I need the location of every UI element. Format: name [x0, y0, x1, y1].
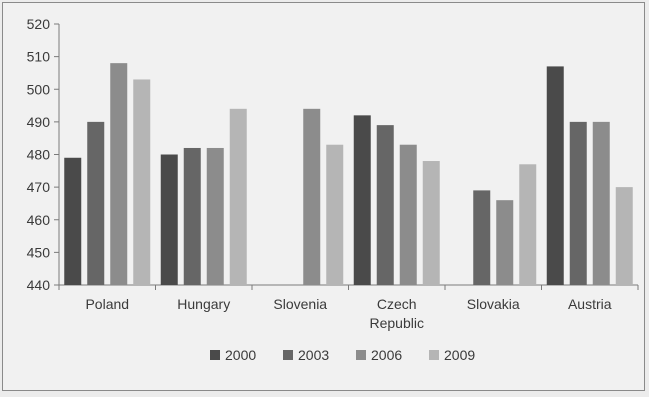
bar-2009 [229, 108, 247, 285]
y-tick-label: 450 [27, 244, 51, 260]
bars [64, 63, 633, 286]
y-tick-label: 510 [27, 49, 51, 65]
y-tick-label: 490 [27, 114, 51, 130]
x-category-label: Slovenia [273, 296, 327, 312]
x-category-label: Poland [85, 296, 129, 312]
bar-2003 [473, 190, 491, 285]
bar-2006 [110, 63, 128, 286]
x-category-label: Hungary [177, 296, 230, 312]
x-category-label: Austria [568, 296, 612, 312]
bar-2006 [592, 121, 610, 285]
bar-2009 [519, 164, 537, 285]
legend-swatch [356, 350, 366, 360]
bar-2009 [422, 161, 440, 285]
legend-label: 2003 [298, 347, 329, 363]
bar-2009 [326, 144, 344, 285]
x-category-label: Slovakia [467, 296, 520, 312]
legend: 2000 2003 2006 2009 [210, 347, 475, 363]
chart-frame: 440 450 460 470 480 490 500 510 520 Poland Hungar… [2, 2, 645, 391]
bar-2006 [303, 108, 321, 285]
legend-label: 2000 [225, 347, 256, 363]
bar-2003 [376, 125, 394, 285]
bar-2000 [353, 115, 371, 285]
bar-2009 [615, 187, 633, 285]
y-axis: 440 450 460 470 480 490 500 510 520 [27, 16, 60, 293]
bar-2003 [183, 147, 201, 285]
legend-label: 2009 [444, 347, 475, 363]
legend-swatch [283, 350, 293, 360]
bar-2006 [496, 200, 514, 285]
y-tick-label: 470 [27, 179, 51, 195]
y-tick-label: 460 [27, 212, 51, 228]
bar-2006 [399, 144, 417, 285]
y-tick-label: 480 [27, 147, 51, 163]
bar-2000 [160, 154, 178, 285]
legend-swatch [210, 350, 220, 360]
x-category-label: Republic [370, 315, 424, 331]
legend-label: 2006 [371, 347, 402, 363]
bar-2000 [546, 66, 564, 285]
bar-2003 [87, 121, 105, 285]
x-category-label: Czech [377, 296, 417, 312]
y-tick-label: 520 [27, 16, 51, 32]
bar-2000 [64, 157, 82, 285]
y-tick-label: 440 [27, 277, 51, 293]
bar-2009 [133, 79, 151, 286]
legend-swatch [429, 350, 439, 360]
bar-chart: 440 450 460 470 480 490 500 510 520 Poland Hungar… [27, 16, 639, 363]
bar-2003 [569, 121, 587, 285]
y-tick-label: 500 [27, 81, 51, 97]
x-axis: Poland Hungary Slovenia Czech Republic Slovak… [58, 284, 639, 331]
bar-2006 [206, 147, 224, 285]
